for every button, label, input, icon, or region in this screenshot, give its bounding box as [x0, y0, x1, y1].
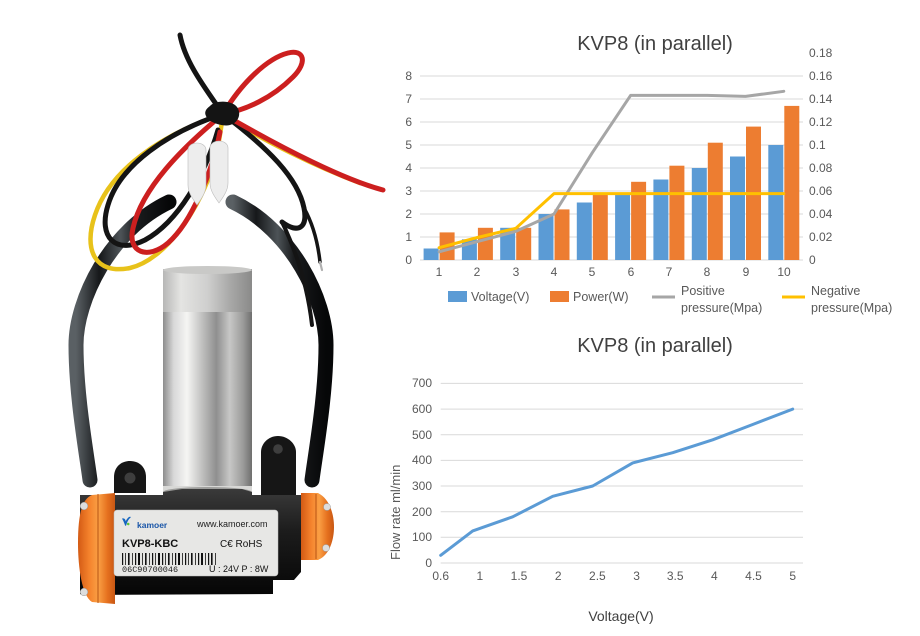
svg-text:4: 4 — [405, 161, 412, 175]
svg-text:3.5: 3.5 — [667, 569, 684, 583]
svg-text:KVP8 (in parallel): KVP8 (in parallel) — [577, 335, 733, 357]
svg-text:400: 400 — [412, 453, 432, 467]
svg-text:2.5: 2.5 — [589, 569, 606, 583]
svg-text:U : 24V P : 8W: U : 24V P : 8W — [209, 564, 269, 574]
svg-text:06C90700046: 06C90700046 — [122, 565, 178, 575]
svg-text:1: 1 — [405, 230, 412, 244]
svg-text:5: 5 — [589, 265, 596, 279]
svg-text:0.14: 0.14 — [809, 92, 833, 106]
svg-text:kamoer: kamoer — [137, 520, 168, 530]
svg-text:Positive: Positive — [681, 284, 725, 298]
svg-text:1: 1 — [477, 569, 484, 583]
svg-text:KVP8 (in parallel): KVP8 (in parallel) — [577, 33, 733, 55]
svg-text:1: 1 — [436, 265, 443, 279]
svg-text:1.5: 1.5 — [511, 569, 528, 583]
svg-text:6: 6 — [628, 265, 635, 279]
svg-text:6: 6 — [405, 115, 412, 129]
svg-text:www.kamoer.com: www.kamoer.com — [196, 519, 268, 529]
svg-text:C€ RoHS: C€ RoHS — [220, 539, 263, 550]
svg-text:Flow rate ml/min: Flow rate ml/min — [388, 465, 403, 560]
svg-text:pressure(Mpa): pressure(Mpa) — [811, 301, 892, 315]
svg-text:0.6: 0.6 — [432, 569, 449, 583]
svg-text:0.18: 0.18 — [809, 46, 833, 60]
svg-text:KVP8-KBC: KVP8-KBC — [122, 538, 178, 550]
svg-text:600: 600 — [412, 402, 432, 416]
svg-text:pressure(Mpa): pressure(Mpa) — [681, 301, 762, 315]
svg-text:7: 7 — [405, 92, 412, 106]
svg-text:3: 3 — [405, 184, 412, 198]
svg-text:700: 700 — [412, 376, 432, 390]
svg-text:0: 0 — [809, 253, 816, 267]
svg-text:0: 0 — [425, 556, 432, 570]
svg-text:300: 300 — [412, 479, 432, 493]
svg-text:8: 8 — [405, 69, 412, 83]
svg-text:3: 3 — [633, 569, 640, 583]
svg-text:200: 200 — [412, 505, 432, 519]
svg-text:8: 8 — [704, 265, 711, 279]
svg-text:2: 2 — [555, 569, 562, 583]
svg-text:3: 3 — [513, 265, 520, 279]
svg-text:0.1: 0.1 — [809, 138, 826, 152]
svg-text:2: 2 — [474, 265, 481, 279]
svg-text:Power(W): Power(W) — [573, 290, 629, 304]
svg-text:0.04: 0.04 — [809, 207, 833, 221]
svg-text:2: 2 — [405, 207, 412, 221]
svg-text:Voltage(V): Voltage(V) — [471, 290, 529, 304]
svg-text:0.02: 0.02 — [809, 230, 833, 244]
svg-text:5: 5 — [405, 138, 412, 152]
svg-text:7: 7 — [666, 265, 673, 279]
svg-text:4.5: 4.5 — [745, 569, 762, 583]
svg-text:500: 500 — [412, 428, 432, 442]
svg-text:10: 10 — [777, 265, 791, 279]
svg-text:4: 4 — [551, 265, 558, 279]
svg-text:5: 5 — [789, 569, 796, 583]
svg-text:0: 0 — [405, 253, 412, 267]
svg-text:0.12: 0.12 — [809, 115, 833, 129]
svg-text:Negative: Negative — [811, 284, 860, 298]
svg-text:0.08: 0.08 — [809, 161, 833, 175]
svg-text:Voltage(V): Voltage(V) — [588, 608, 653, 624]
svg-text:9: 9 — [743, 265, 750, 279]
svg-text:100: 100 — [412, 530, 432, 544]
svg-text:0.16: 0.16 — [809, 69, 833, 83]
svg-text:4: 4 — [711, 569, 718, 583]
svg-text:0.06: 0.06 — [809, 184, 833, 198]
